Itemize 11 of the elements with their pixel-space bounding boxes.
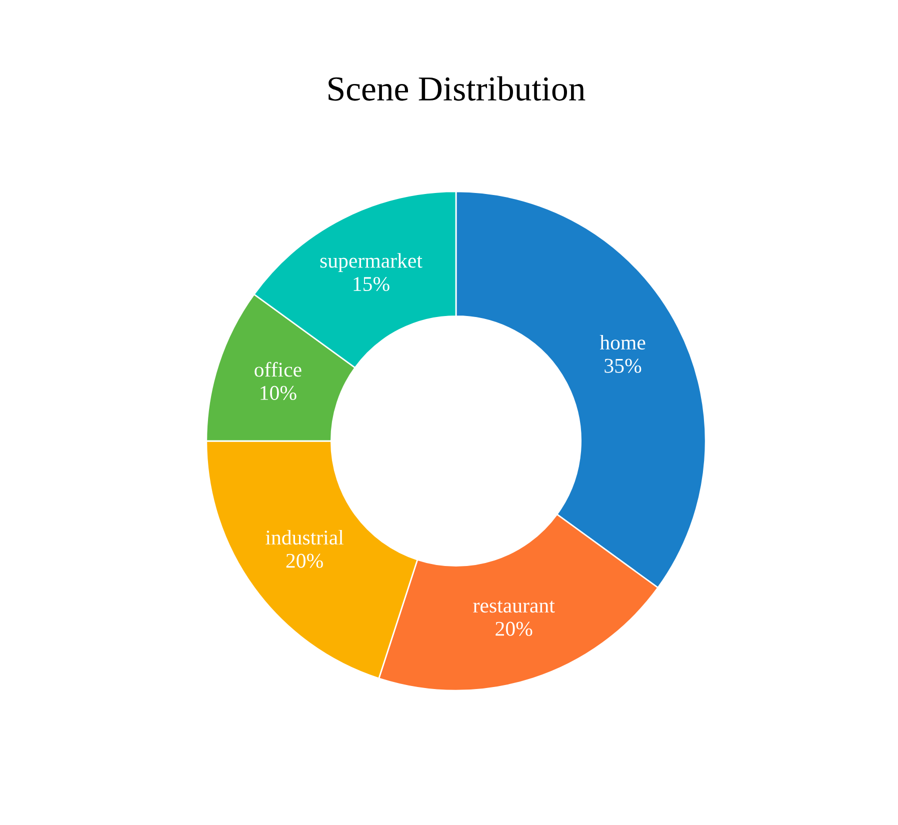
- data-label: 35%: [604, 358, 642, 373]
- data-label: 15%: [354, 276, 390, 292]
- slice-label: office: [254, 362, 302, 377]
- chart-title: Scene Distribution: [328, 76, 586, 101]
- slice-label: restaurant: [473, 600, 555, 613]
- data-label: 20%: [496, 622, 532, 636]
- slice-label: industrial: [266, 530, 344, 545]
- slice-label: home: [600, 334, 646, 350]
- slice-label: supermarket: [320, 253, 422, 272]
- data-label: 20%: [286, 554, 323, 568]
- data-label: 10%: [260, 386, 296, 400]
